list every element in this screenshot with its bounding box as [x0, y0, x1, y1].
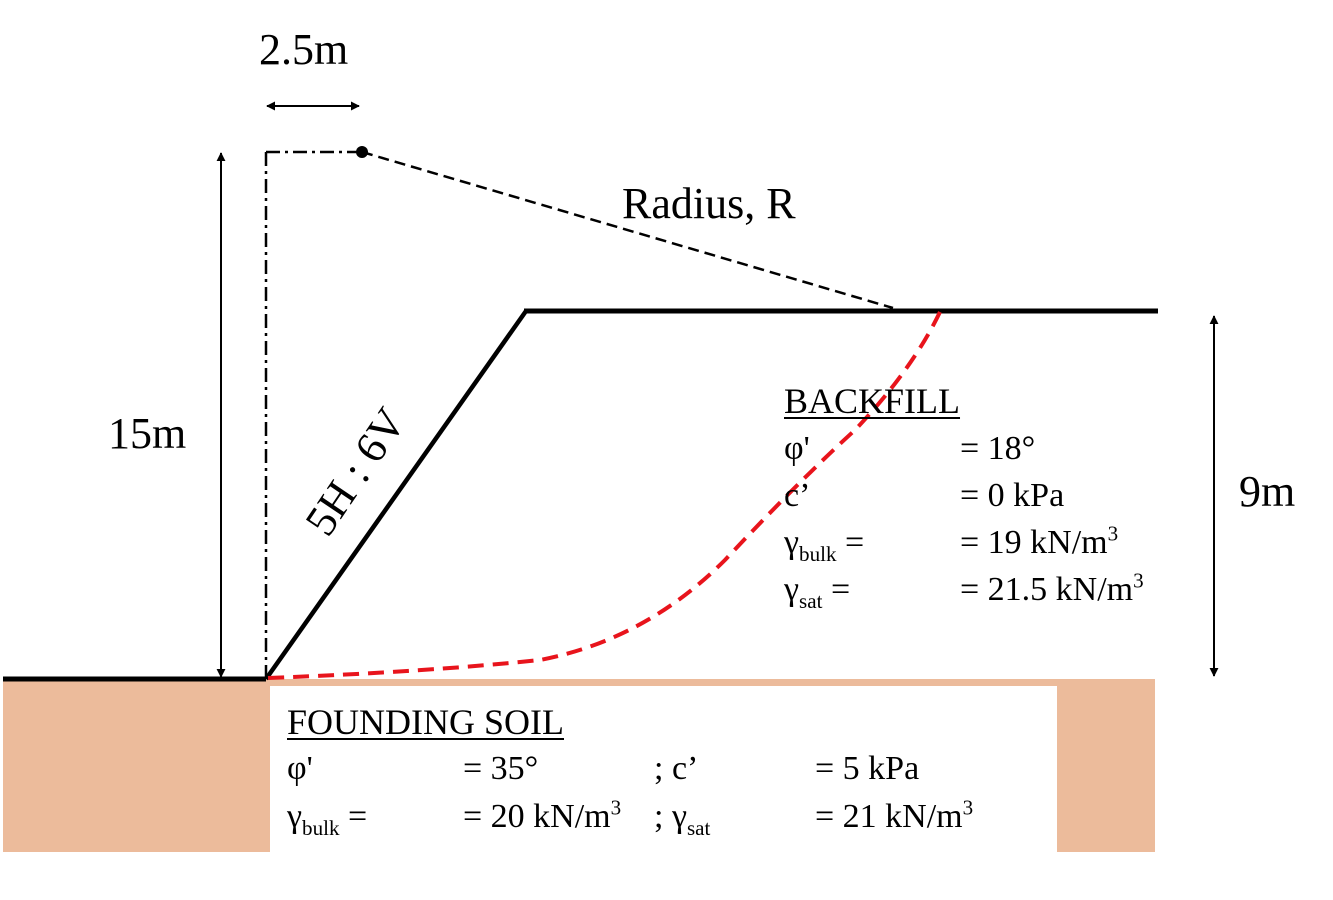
backfill-symbol: c’	[784, 477, 811, 514]
founding-soil-row: φ' = 35° ; c’ = 5 kPa	[287, 752, 1007, 792]
founding-soil-heading: FOUNDING SOIL	[287, 702, 564, 742]
gamma-symbol: γ	[784, 524, 800, 561]
unit-superscript: 3	[1133, 568, 1144, 593]
backfill-heading: BACKFILL	[784, 381, 961, 421]
equals-sign: =	[339, 798, 368, 835]
backfill-row: c’ = 0 kPa	[784, 479, 1184, 519]
bulk-subscript: bulk	[302, 815, 340, 840]
backfill-symbol: γsat =	[784, 571, 851, 612]
founding-value: = 35°	[463, 750, 539, 787]
slope-height-label: 9m	[1239, 467, 1296, 516]
founding-soil-label-box	[270, 686, 1057, 852]
founding-value-2: = 5 kPa	[815, 750, 920, 787]
gamma-symbol: γ	[784, 571, 800, 608]
founding-symbol: φ'	[287, 750, 313, 787]
radius-line	[361, 150, 894, 310]
founding-value: = 20 kN/m3	[463, 797, 621, 835]
value-text: = 21.5 kN/m	[960, 571, 1134, 608]
sat-subscript: sat	[799, 588, 823, 613]
total-height-label: 15m	[108, 409, 187, 458]
backfill-symbol: γbulk =	[784, 524, 865, 565]
backfill-row: γsat = = 21.5 kN/m3	[784, 570, 1184, 613]
backfill-value: = 19 kN/m3	[960, 523, 1118, 561]
founding-separator: ; c’	[654, 750, 699, 787]
slip-surface	[267, 311, 942, 680]
sat-subscript: sat	[686, 815, 711, 840]
offset-label: 2.5m	[259, 25, 349, 74]
equals-sign: =	[836, 524, 865, 561]
value-text: = 21 kN/m	[815, 798, 963, 835]
backfill-value: = 0 kPa	[960, 477, 1065, 514]
value-text: = 19 kN/m	[960, 524, 1108, 561]
radius-label: Radius, R	[622, 179, 796, 228]
backfill-row: φ' = 18°	[784, 432, 1184, 472]
founding-soil-row: γbulk = = 20 kN/m3 ; γsat = 21 kN/m3	[287, 797, 1007, 840]
equals-sign: =	[822, 571, 851, 608]
unit-superscript: 3	[962, 795, 974, 820]
backfill-symbol: φ'	[784, 430, 810, 467]
value-text: = 20 kN/m	[463, 798, 611, 835]
backfill-value: = 18°	[960, 430, 1036, 467]
founding-separator: ; γsat	[654, 798, 710, 839]
slope-face	[264, 309, 528, 681]
backfill-value: = 21.5 kN/m3	[960, 570, 1144, 608]
bulk-subscript: bulk	[799, 541, 837, 566]
founding-symbol: γbulk =	[287, 798, 368, 839]
gamma-symbol: ; γ	[654, 798, 687, 835]
unit-superscript: 3	[1107, 521, 1119, 546]
founding-value-2: = 21 kN/m3	[815, 797, 973, 835]
gamma-symbol: γ	[287, 798, 303, 835]
unit-superscript: 3	[610, 795, 622, 820]
backfill-row: γbulk = = 19 kN/m3	[784, 523, 1184, 566]
